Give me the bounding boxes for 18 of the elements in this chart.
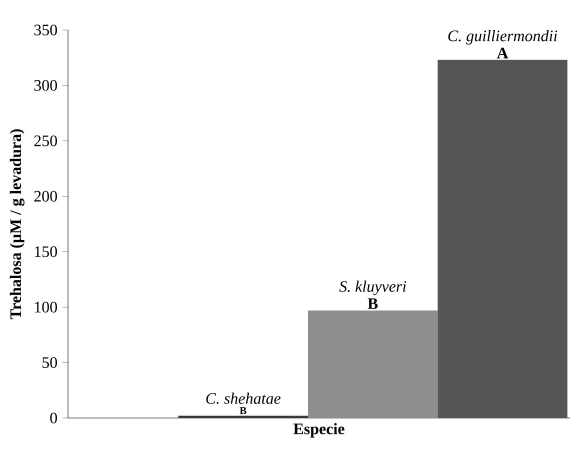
y-tick-label: 50	[42, 357, 57, 368]
y-tick-label: 0	[50, 412, 57, 424]
annotation: A	[496, 48, 508, 58]
x-tick-label: S. kluyveri	[339, 280, 406, 296]
x-tick-label: C. shehatae	[206, 392, 281, 404]
y-tick-label: 350	[34, 24, 57, 36]
bar	[308, 310, 438, 418]
y-tick-label: 100	[35, 302, 57, 313]
annotation: B	[240, 407, 246, 414]
y-tick-label: 150	[35, 246, 57, 258]
x-axis-title: Especie	[294, 423, 344, 438]
y-tick-label: 250	[34, 135, 57, 146]
y-tick-label: 200	[34, 190, 57, 202]
x-tick-label: C. guilliermondii	[448, 30, 558, 45]
annotation: B	[368, 298, 378, 309]
y-axis-title: Trehalosa (µM / g levadura)	[10, 129, 24, 320]
y-tick-label: 300	[34, 80, 57, 91]
bar	[438, 60, 568, 418]
